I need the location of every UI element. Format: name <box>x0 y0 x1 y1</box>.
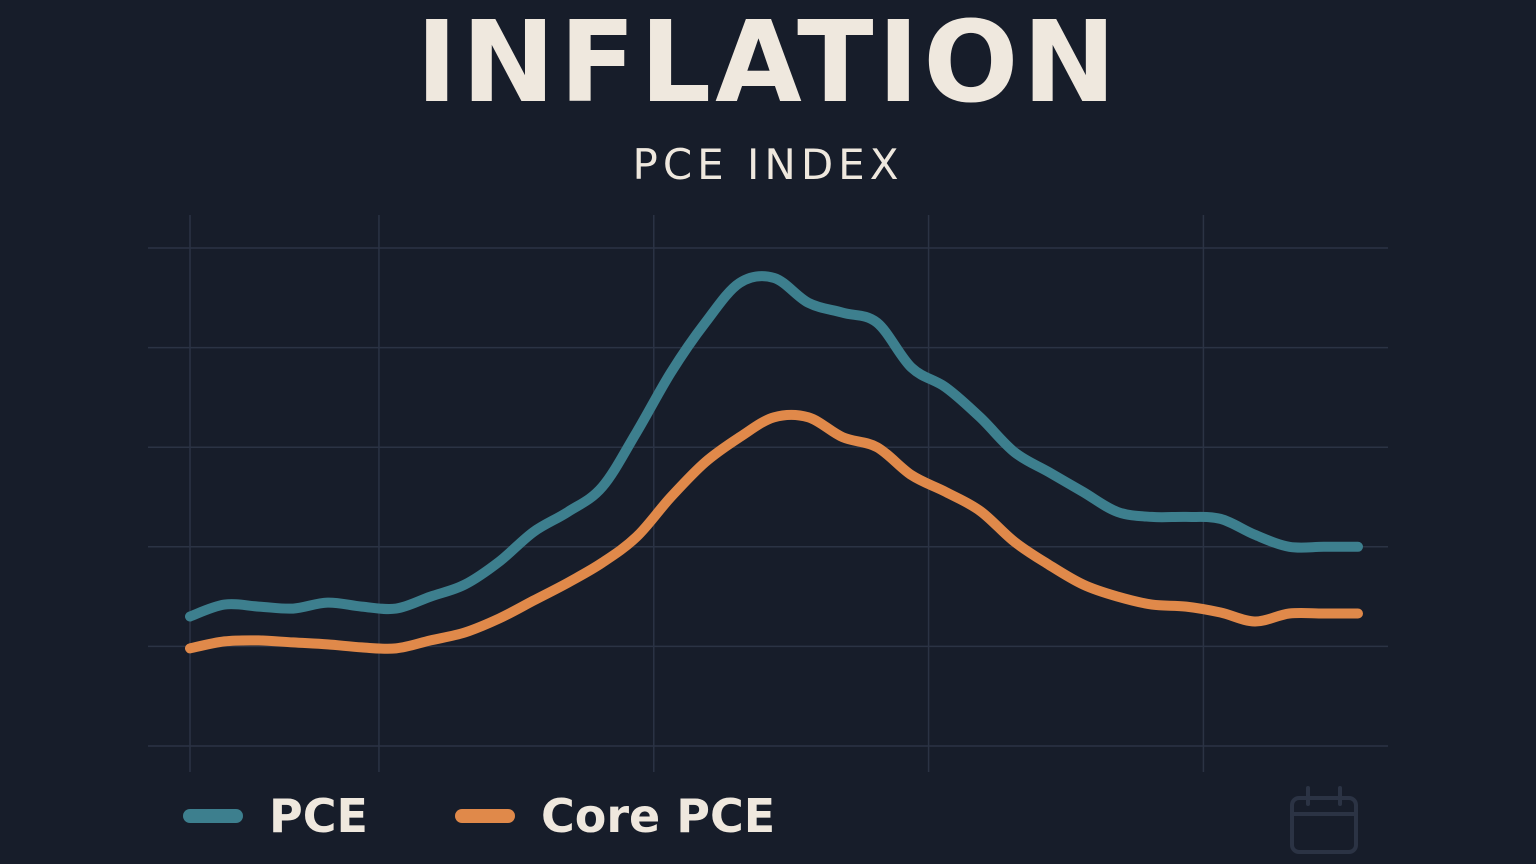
legend-label-core-pce: Core PCE <box>541 789 776 843</box>
legend-swatch-core-pce <box>455 809 515 823</box>
legend-item-core-pce[interactable]: Core PCE <box>455 784 775 848</box>
chart-subtitle: PCE INDEX <box>632 140 904 189</box>
legend-label-pce: PCE <box>269 789 368 843</box>
legend-item-pce[interactable]: PCE <box>183 784 368 848</box>
legend-swatch-pce <box>183 809 243 823</box>
calendar-icon[interactable] <box>1288 786 1360 856</box>
series-line-pce <box>185 271 1363 622</box>
series-lines <box>185 271 1363 654</box>
chart-title: INFLATION <box>415 0 1121 128</box>
series-line-core-pce <box>185 409 1363 654</box>
grid <box>148 215 1388 772</box>
